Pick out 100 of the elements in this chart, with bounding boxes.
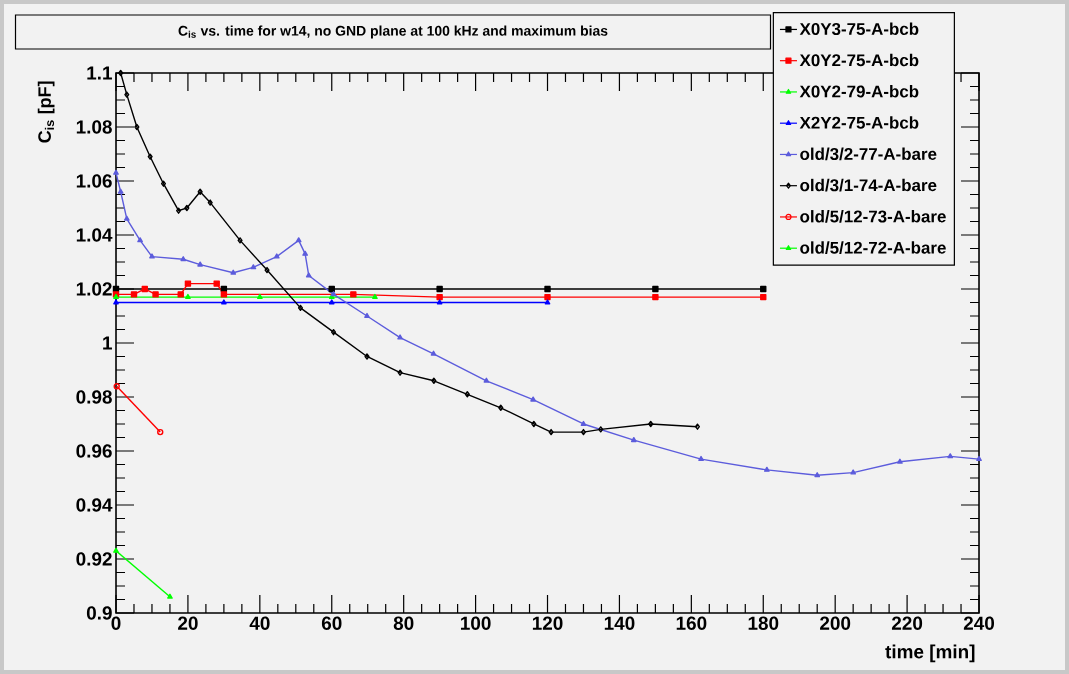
y-tick-label: 1.02 <box>76 282 112 296</box>
legend-label: old/3/2-77-A-bare <box>800 147 937 161</box>
x-tick-label: 180 <box>748 616 779 630</box>
point <box>580 428 587 436</box>
point <box>850 469 857 475</box>
point <box>814 472 821 478</box>
point <box>221 299 227 305</box>
point <box>220 291 228 298</box>
point <box>297 304 304 312</box>
point <box>330 328 337 336</box>
point <box>328 285 335 293</box>
y-tick-label: 1.06 <box>76 174 112 188</box>
x-tick-label: 240 <box>963 616 995 630</box>
x-tick-label: 80 <box>393 616 414 630</box>
point <box>372 293 378 300</box>
point <box>250 264 257 270</box>
point <box>652 293 659 301</box>
point <box>436 285 443 293</box>
point <box>760 285 767 293</box>
legend-label: X0Y2-75-A-bcb <box>799 53 919 67</box>
point <box>328 299 335 305</box>
x-tick-label: 200 <box>820 616 851 630</box>
point <box>134 123 140 131</box>
point <box>256 293 263 300</box>
point <box>113 299 119 305</box>
point <box>147 153 153 160</box>
point <box>197 261 204 267</box>
point <box>137 237 143 243</box>
y-tick-label: 1.1 <box>87 66 112 80</box>
point <box>197 188 203 195</box>
legend-label: old/5/12-73-A-bare <box>800 210 946 223</box>
point <box>544 285 551 293</box>
point <box>436 293 443 301</box>
legend-label: X0Y2-79-A-bcb <box>799 85 919 98</box>
x-tick-label: 20 <box>178 616 198 630</box>
point <box>544 299 551 305</box>
point <box>177 291 184 298</box>
point <box>598 426 604 433</box>
point <box>207 199 213 206</box>
point <box>184 204 190 212</box>
point <box>264 266 270 274</box>
point <box>141 285 148 293</box>
point <box>113 169 119 175</box>
point <box>947 453 954 459</box>
y-tick-label: 1 <box>103 336 112 350</box>
x-axis-title: time [min] <box>885 644 975 663</box>
point <box>124 91 130 98</box>
point <box>130 291 138 298</box>
y-tick-label: 0.96 <box>76 444 112 458</box>
point <box>580 420 587 426</box>
x-tick-label: 40 <box>249 616 270 630</box>
x-tick-label: 120 <box>532 616 563 630</box>
point <box>431 377 437 384</box>
point <box>976 455 982 462</box>
x-tick-label: 140 <box>604 616 635 630</box>
point <box>548 428 554 436</box>
point <box>305 272 312 278</box>
point <box>530 396 536 402</box>
y-tick-label: 0.98 <box>76 390 112 404</box>
point <box>630 436 637 443</box>
point <box>364 353 370 360</box>
point <box>698 455 704 462</box>
point <box>237 237 243 244</box>
legend-label: old/3/1-74-A-bare <box>800 178 937 192</box>
point <box>483 377 490 383</box>
x-tick-label: 100 <box>460 616 491 630</box>
y-tick-label: 0.9 <box>86 606 112 620</box>
point <box>302 250 309 256</box>
point <box>763 466 770 472</box>
point <box>544 293 551 301</box>
point <box>230 269 237 275</box>
legend-label: X0Y3-75-A-bcb <box>799 22 919 36</box>
x-tick-label: 220 <box>891 616 923 630</box>
point <box>273 253 280 259</box>
x-tick-label: 160 <box>676 616 707 630</box>
point <box>180 256 187 262</box>
legend-label: old/5/12-72-A-bare <box>800 241 946 254</box>
point <box>498 404 504 411</box>
y-axis-title: C$_{is}$ [pF] <box>37 81 55 143</box>
y-tick-label: 0.92 <box>76 552 112 566</box>
point <box>397 369 403 376</box>
point <box>648 420 654 428</box>
y-tick-label: 0.94 <box>76 498 113 512</box>
point <box>149 253 155 259</box>
point <box>897 458 903 464</box>
point <box>176 207 182 214</box>
chart-title: C$_{is}$ vs. time for w14, no GND plane at 100 kHz and maximum bias <box>178 25 608 39</box>
point <box>160 180 167 187</box>
point <box>531 420 537 428</box>
y-tick-label: 1.04 <box>76 228 113 242</box>
point <box>185 293 191 300</box>
point <box>350 291 357 298</box>
point <box>295 237 302 243</box>
x-tick-label: 60 <box>321 616 342 630</box>
point <box>760 293 767 301</box>
point <box>152 291 159 298</box>
point <box>364 312 370 318</box>
x-tick-label: 0 <box>111 616 121 630</box>
point <box>213 280 220 287</box>
legend-label: X2Y2-75-A-bcb <box>799 116 919 129</box>
